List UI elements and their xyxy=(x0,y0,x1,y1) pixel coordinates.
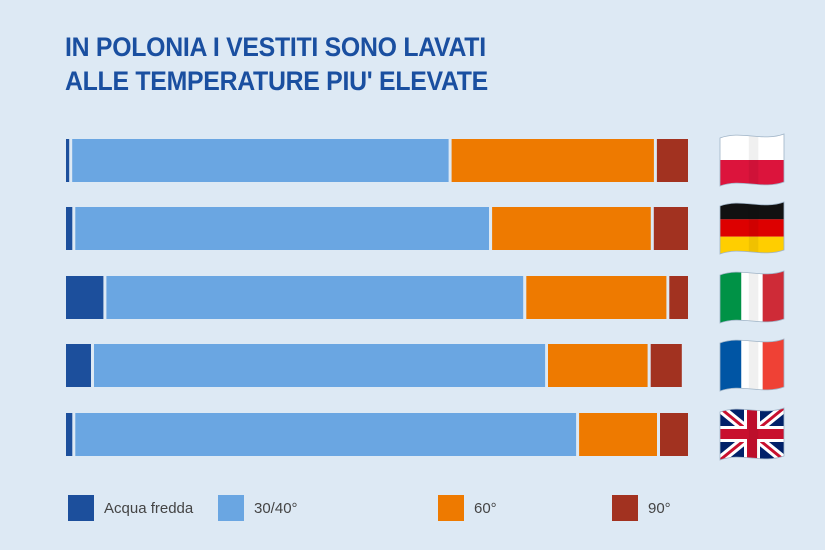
bar-segment-60--row-3 xyxy=(526,276,667,319)
uk-flag-icon xyxy=(719,407,785,461)
legend-swatch-90 xyxy=(612,495,638,521)
bar-segment-30-40--row-1 xyxy=(72,139,449,182)
bar-segment-90--row-5 xyxy=(660,413,688,456)
legend-label-acqua-fredda: Acqua fredda xyxy=(104,499,194,517)
bar-segment-30-40--row-5 xyxy=(75,413,577,456)
bar-segment-90--row-2 xyxy=(653,207,688,250)
legend-item-30-40: 30/40° xyxy=(218,495,298,521)
legend-item-90: 90° xyxy=(612,495,671,521)
bar-chart xyxy=(66,133,785,461)
legend-label-60: 60° xyxy=(474,499,497,517)
bar-segment-60--row-5 xyxy=(579,413,657,456)
germany-flag-icon xyxy=(719,201,785,255)
title-line-2: ALLE TEMPERATURE PIU' ELEVATE xyxy=(65,66,488,96)
chart-legend: Acqua fredda 30/40° 60° 90° xyxy=(0,495,825,525)
chart-title: IN POLONIA I VESTITI SONO LAVATI ALLE TE… xyxy=(65,30,488,98)
bar-segment-acqua-fredda-row-5 xyxy=(66,413,73,456)
legend-item-60: 60° xyxy=(438,495,497,521)
legend-label-30-40: 30/40° xyxy=(254,499,298,517)
bar-segment-60--row-1 xyxy=(451,139,654,182)
bar-segment-30-40--row-4 xyxy=(94,344,546,387)
legend-swatch-acqua-fredda xyxy=(68,495,94,521)
bar-segment-90--row-1 xyxy=(656,139,688,182)
legend-label-90: 90° xyxy=(648,499,671,517)
bar-segment-acqua-fredda-row-1 xyxy=(66,139,70,182)
legend-swatch-60 xyxy=(438,495,464,521)
italy-flag-icon xyxy=(719,270,785,324)
bar-segment-60--row-2 xyxy=(492,207,651,250)
legend-swatch-30-40 xyxy=(218,495,244,521)
france-flag-icon xyxy=(719,338,785,392)
title-line-1: IN POLONIA I VESTITI SONO LAVATI xyxy=(65,32,486,62)
bar-segment-acqua-fredda-row-2 xyxy=(66,207,73,250)
bar-segment-60--row-4 xyxy=(548,344,648,387)
poland-flag-icon xyxy=(719,133,785,187)
bar-segment-acqua-fredda-row-4 xyxy=(66,344,91,387)
bar-segment-30-40--row-2 xyxy=(75,207,490,250)
bar-segment-90--row-3 xyxy=(669,276,688,319)
legend-item-acqua-fredda: Acqua fredda xyxy=(68,495,193,521)
bar-segment-90--row-4 xyxy=(650,344,682,387)
bar-segment-acqua-fredda-row-3 xyxy=(66,276,104,319)
bar-segment-30-40--row-3 xyxy=(106,276,524,319)
